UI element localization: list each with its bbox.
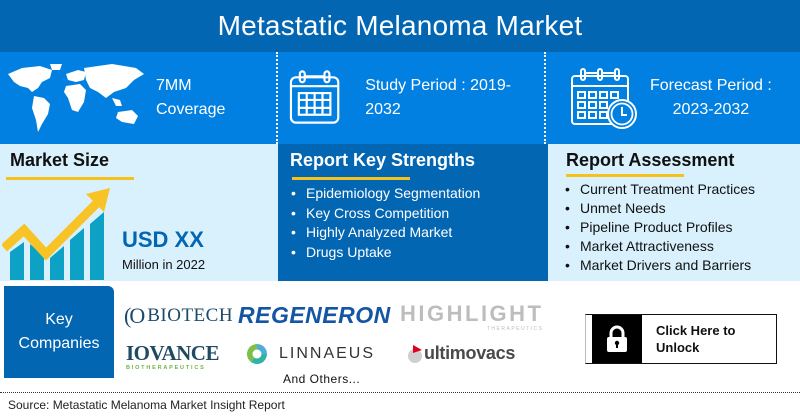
io-biotech-mark: (O	[124, 303, 145, 328]
heading-underline	[566, 174, 684, 177]
logo-io-biotech: (O BIOTECH	[124, 303, 233, 329]
linnaeus-text: LINNAEUS	[279, 345, 376, 362]
list-item: Market Drivers and Barriers	[562, 256, 755, 275]
logo-linnaeus: LINNAEUS	[245, 342, 375, 366]
logo-regeneron: REGENERON	[238, 302, 391, 328]
study-period-cell: Study Period : 2019-2032	[278, 52, 544, 144]
unlock-button[interactable]: Click Here to Unlock	[585, 314, 777, 364]
assessment-list: Current Treatment Practices Unmet Needs …	[562, 180, 755, 275]
list-item: Drugs Uptake	[288, 243, 480, 263]
lock-icon	[607, 325, 627, 352]
assessment-panel: Report Assessment Current Treatment Prac…	[544, 144, 800, 281]
title-bar: Metastatic Melanoma Market	[0, 0, 800, 52]
key-strengths-list: Epidemiology Segmentation Key Cross Comp…	[288, 184, 480, 262]
divider	[544, 52, 546, 144]
logo-iovance: IOVANCE BIOTHERAPEUTICS	[126, 341, 219, 372]
calendar-clock-icon	[571, 68, 637, 129]
market-size-panel: Market Size USD XX Million in 2022	[0, 144, 278, 281]
highlight-sub: THERAPEUTICS	[486, 326, 544, 332]
source-text: Source: Metastatic Melanoma Market Insig…	[8, 398, 285, 412]
key-companies-label: Key Companies	[4, 286, 114, 378]
market-size-value: USD XX	[122, 227, 204, 252]
ultimovacs-text: ultimovacs	[424, 343, 516, 363]
and-others-text: And Others...	[283, 372, 361, 386]
unlock-label-line2: Unlock	[656, 340, 700, 355]
list-item: Unmet Needs	[562, 199, 755, 218]
heading-underline	[6, 177, 134, 180]
logo-highlight-therapeutics: HIGHLIGHT THERAPEUTICS	[400, 301, 544, 333]
key-companies-label-line2: Companies	[18, 335, 100, 352]
ultimovacs-mark-icon	[408, 344, 422, 363]
coverage-value: 7MM	[156, 77, 192, 94]
footer-divider	[0, 392, 800, 393]
forecast-period-label: Forecast Period :	[650, 77, 772, 94]
key-companies-label-line1: Key	[45, 311, 73, 328]
forecast-period-value: 2023-2032	[672, 101, 750, 118]
highlight-text: HIGHLIGHT	[400, 301, 544, 326]
coverage-cell: 7MM Coverage	[0, 52, 276, 144]
list-item: Current Treatment Practices	[562, 180, 755, 199]
key-strengths-panel: Report Key Strengths Epidemiology Segmen…	[278, 144, 544, 281]
io-biotech-text: BIOTECH	[147, 305, 234, 326]
forecast-period-cell: Forecast Period : 2023-2032	[546, 52, 800, 144]
list-item: Key Cross Competition	[288, 204, 480, 224]
linnaeus-mark-icon	[247, 344, 267, 364]
lock-icon-box	[592, 315, 642, 363]
divider	[276, 52, 278, 144]
calendar-icon	[289, 70, 340, 124]
list-item: Market Attractiveness	[562, 237, 755, 256]
study-period-label: Study Period : 2019-2032	[365, 77, 512, 118]
heading-underline	[292, 177, 410, 180]
iovance-text: IOVANCE	[126, 341, 219, 365]
list-item: Epidemiology Segmentation	[288, 184, 480, 204]
key-strengths-heading: Report Key Strengths	[290, 150, 476, 170]
iovance-sub: BIOTHERAPEUTICS	[126, 365, 206, 371]
world-map-icon	[8, 64, 144, 132]
assessment-heading: Report Assessment	[566, 150, 735, 170]
page-title: Metastatic Melanoma Market	[217, 10, 583, 41]
market-size-subtext: Million in 2022	[122, 257, 206, 272]
growth-chart-icon	[2, 188, 110, 280]
market-size-heading: Market Size	[10, 150, 110, 170]
list-item: Pipeline Product Profiles	[562, 218, 755, 237]
unlock-label-line1: Click Here to	[656, 323, 736, 338]
coverage-label: Coverage	[156, 101, 226, 118]
info-band	[0, 52, 800, 144]
logo-ultimovacs: ultimovacs	[407, 343, 515, 364]
list-item: Highly Analyzed Market	[288, 223, 480, 243]
